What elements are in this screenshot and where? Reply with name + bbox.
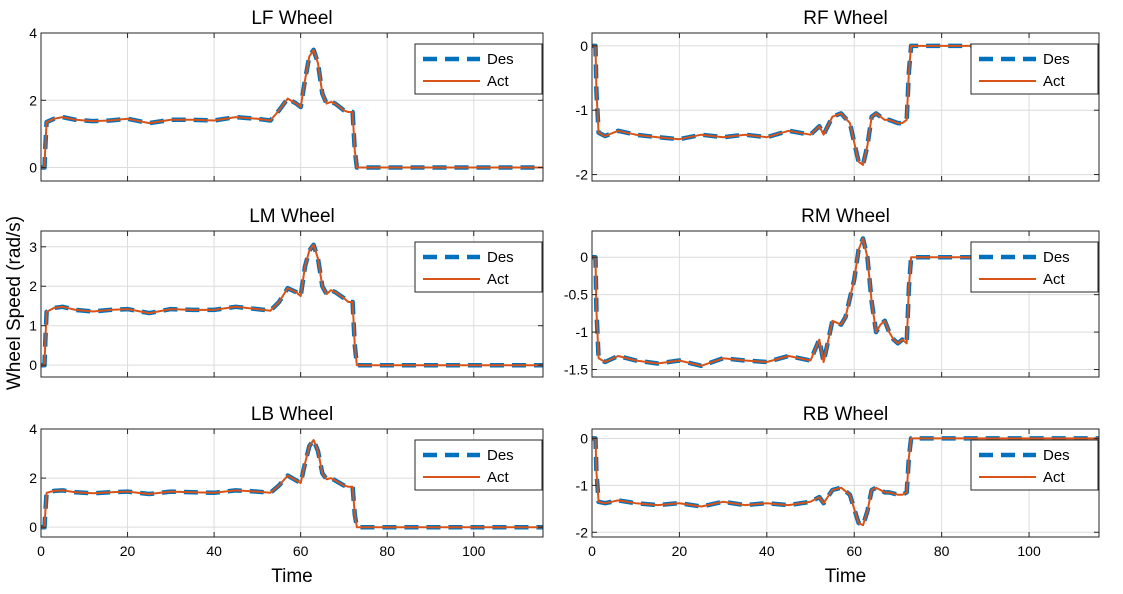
series-line-act (41, 439, 543, 529)
series-line-act (41, 48, 543, 169)
legend: Des Act (970, 241, 1099, 293)
subplot-title: RB Wheel (803, 404, 889, 425)
shared-y-axis-label: Wheel Speed (rad/s) (4, 216, 25, 390)
y-tick-label: -1 (576, 102, 589, 118)
x-tick-label: 80 (934, 543, 950, 559)
legend-label-act: Act (487, 271, 510, 288)
x-tick-label: 40 (206, 543, 222, 559)
legend-box (414, 439, 543, 491)
y-tick-label: 2 (29, 92, 37, 108)
axes-box (591, 32, 1100, 182)
x-tick-label: 0 (588, 543, 596, 559)
y-tick-label: 1 (29, 318, 37, 334)
subplot-rf-wheel: -2 -1 0 RF Wheel Des Act (576, 8, 1100, 183)
legend-box (414, 43, 543, 95)
legend: Des Act (414, 241, 543, 293)
legend-label-act: Act (1043, 271, 1066, 288)
x-tick-label: 100 (462, 543, 486, 559)
y-tick-label: 0 (580, 249, 588, 265)
legend: Des Act (970, 43, 1099, 95)
legend-box (970, 439, 1099, 491)
subplot-lm-wheel: 0 1 2 3 LM Wheel Des Act (29, 206, 544, 378)
series-line-act (592, 437, 1099, 527)
legend-label-des: Des (1043, 249, 1070, 266)
subplot-title: LF Wheel (251, 8, 332, 29)
y-tick-label: -2 (576, 524, 589, 540)
subplot-title: RM Wheel (801, 206, 890, 227)
axes-box (40, 428, 544, 538)
y-tick-label: 4 (29, 421, 37, 437)
legend-label-act: Act (487, 73, 510, 90)
y-tick-label: 4 (29, 25, 37, 41)
y-tick-label: 2 (29, 278, 37, 294)
legend-label-des: Des (1043, 51, 1070, 68)
legend-label-des: Des (1043, 447, 1070, 464)
legend: Des Act (970, 439, 1099, 491)
x-tick-label: 80 (379, 543, 395, 559)
legend-label-des: Des (487, 447, 514, 464)
series-line-act (41, 243, 543, 367)
series-line-act (592, 237, 1099, 367)
subplot-rm-wheel: -1.5 -1 -0.5 0 RM Wheel Des Act (564, 206, 1100, 378)
y-tick-label: 0 (29, 519, 37, 535)
subplot-lb-wheel: 0 20 40 60 80 100 0 2 4 LB Wheel Time Des Act (29, 404, 544, 587)
x-axis-label: Time (271, 566, 313, 587)
y-tick-label: 0 (580, 430, 588, 446)
subplot-title: RF Wheel (803, 8, 887, 29)
y-tick-label: 0 (29, 160, 37, 176)
legend-box (970, 43, 1099, 95)
y-tick-label: -2 (576, 167, 589, 183)
legend: Des Act (414, 43, 543, 95)
x-tick-label: 100 (1017, 543, 1041, 559)
x-tick-label: 60 (846, 543, 862, 559)
legend-box (970, 241, 1099, 293)
axes-box (40, 230, 544, 378)
x-tick-label: 40 (759, 543, 775, 559)
axes-box (591, 230, 1100, 378)
x-tick-label: 60 (293, 543, 309, 559)
axes-box (591, 428, 1100, 538)
y-tick-label: -0.5 (564, 287, 588, 303)
legend: Des Act (414, 439, 543, 491)
subplot-title: LM Wheel (249, 206, 335, 227)
y-tick-label: -1 (576, 477, 589, 493)
x-axis-label: Time (825, 566, 867, 587)
legend-box (414, 241, 543, 293)
axes-box (40, 32, 544, 182)
legend-label-act: Act (487, 469, 510, 486)
subplot-title: LB Wheel (251, 404, 333, 425)
y-tick-label: -1.5 (564, 362, 588, 378)
y-tick-label: 3 (29, 239, 37, 255)
legend-label-des: Des (487, 51, 514, 68)
legend-label-act: Act (1043, 73, 1066, 90)
y-tick-label: 2 (29, 470, 37, 486)
legend-label-des: Des (487, 249, 514, 266)
y-tick-label: 0 (580, 38, 588, 54)
y-tick-label: 0 (29, 357, 37, 373)
series-line-act (592, 44, 1099, 166)
x-tick-label: 20 (672, 543, 688, 559)
x-tick-label: 0 (37, 543, 45, 559)
subplot-lf-wheel: 0 2 4 LF Wheel Des Act (29, 8, 544, 182)
y-tick-label: -1 (576, 324, 589, 340)
x-tick-label: 20 (120, 543, 136, 559)
subplot-grid: 0 2 4 LF Wheel Des Act -2 -1 0 RF Wheel Des Act 0 1 2 3… (29, 8, 1100, 587)
subplot-rb-wheel: 0 20 40 60 80 100 -2 -1 0 RB Wheel Time Des Act (576, 404, 1100, 587)
legend-label-act: Act (1043, 469, 1066, 486)
